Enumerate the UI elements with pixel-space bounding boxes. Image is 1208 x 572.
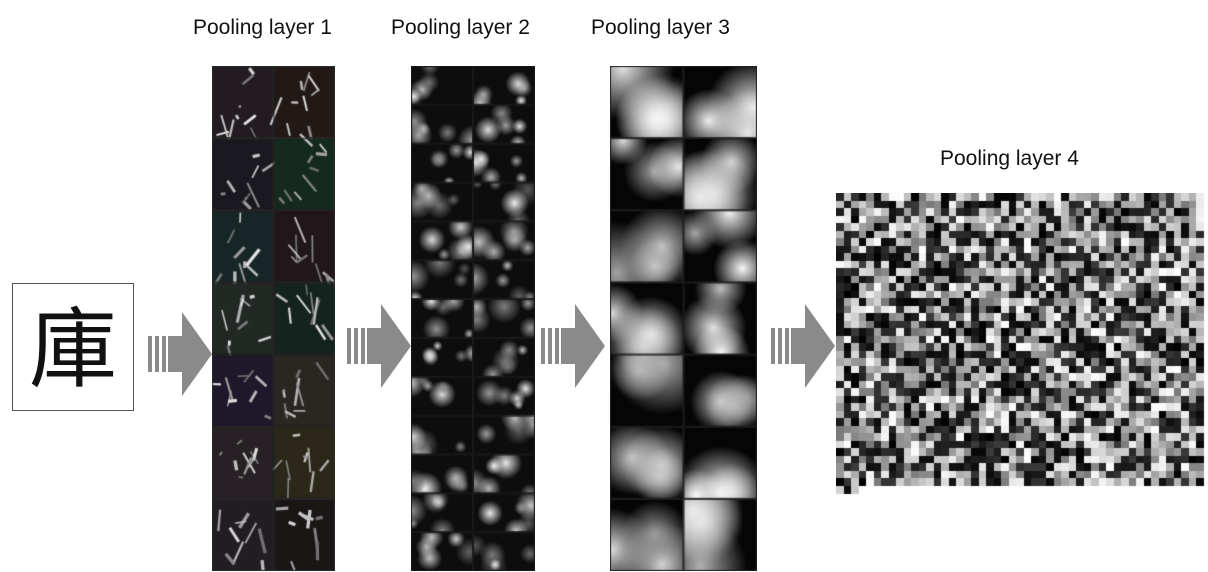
pooling-layer-1-feature-maps [212, 66, 335, 571]
pooling-layer-2-feature-maps [411, 66, 535, 571]
input-character-glyph: 庫 [29, 298, 117, 401]
pooling-layer-3-feature-maps [610, 66, 757, 571]
pooling-layer-3-label: Pooling layer 3 [591, 16, 730, 39]
arrow-right-icon [148, 312, 212, 396]
pooling-layer-4-label: Pooling layer 4 [940, 147, 1079, 170]
pooling-layer-4-feature-maps [836, 193, 1208, 500]
pooling-layer-2-canvas [411, 66, 535, 571]
pooling-layer-2-label: Pooling layer 2 [391, 16, 530, 39]
input-glyph-text: 庫 [29, 298, 117, 401]
arrow-right-icon [541, 304, 605, 388]
pooling-layer-3-canvas [610, 66, 757, 571]
arrow-right-icon [347, 304, 411, 388]
input-character-image: 庫 [12, 283, 134, 411]
arrow-right-icon [771, 304, 835, 388]
pooling-layer-1-label: Pooling layer 1 [193, 16, 332, 39]
pooling-layer-4-canvas [836, 193, 1208, 500]
pooling-layer-1-canvas [212, 66, 335, 571]
